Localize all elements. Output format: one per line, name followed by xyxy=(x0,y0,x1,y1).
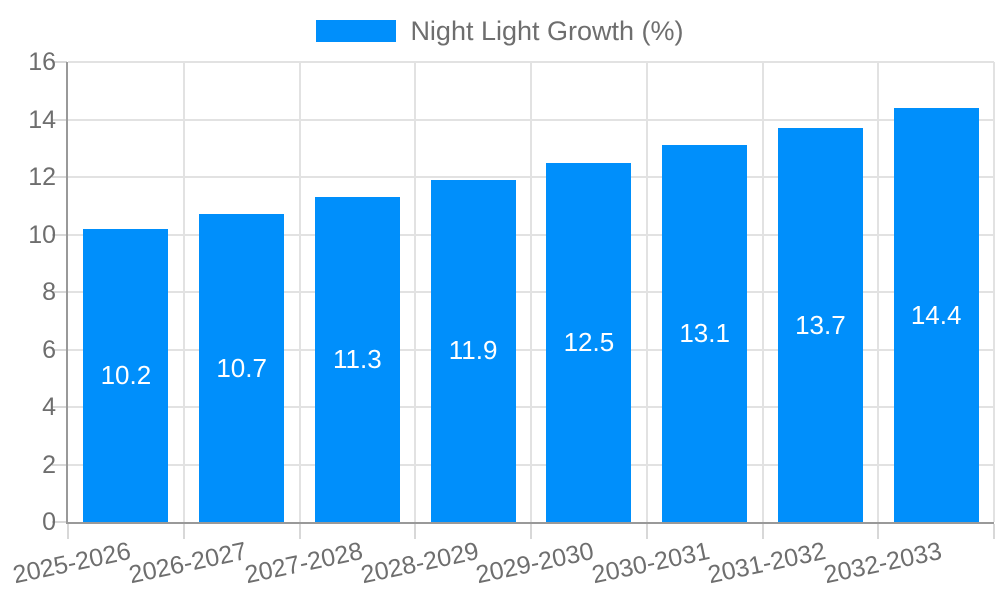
x-tick-mark xyxy=(182,524,185,539)
x-axis-tick-label: 2028-2029 xyxy=(357,537,481,590)
bar[interactable]: 13.1 xyxy=(662,145,748,522)
x-tick-mark xyxy=(645,524,648,539)
bar[interactable]: 14.4 xyxy=(893,108,979,522)
y-axis-tick-label: 2 xyxy=(42,450,56,479)
x-axis-tick-label: 2031-2032 xyxy=(705,537,828,590)
legend-item-night-light-growth[interactable]: Night Light Growth (%) xyxy=(316,16,684,46)
y-axis-line xyxy=(66,62,68,524)
y-tick-mark xyxy=(52,176,67,178)
x-tick-mark xyxy=(530,524,532,539)
y-tick-mark xyxy=(52,291,67,293)
gridline-vertical xyxy=(761,62,764,522)
gridline-vertical xyxy=(993,62,995,522)
y-tick-mark xyxy=(52,463,67,466)
gridline-vertical xyxy=(414,62,417,522)
x-axis-tick-label: 2026-2027 xyxy=(126,537,250,590)
legend-label: Night Light Growth (%) xyxy=(410,16,684,46)
x-axis-tick-label: 2025-2026 xyxy=(10,537,134,590)
x-tick-mark xyxy=(877,524,880,539)
bar[interactable]: 13.7 xyxy=(777,128,863,522)
bar-value-label: 14.4 xyxy=(910,299,962,330)
y-axis-tick-label: 4 xyxy=(42,393,56,421)
y-tick-mark xyxy=(52,406,67,408)
x-axis-tick-label: 2027-2028 xyxy=(242,537,365,590)
bar[interactable]: 10.7 xyxy=(199,214,285,522)
x-tick-mark xyxy=(414,524,417,539)
y-axis-tick-label: 0 xyxy=(42,508,56,536)
y-tick-mark xyxy=(52,521,67,523)
x-axis-tick-label: 2032-2033 xyxy=(820,537,944,590)
legend-swatch xyxy=(316,20,397,42)
x-tick-mark xyxy=(993,524,995,539)
x-tick-mark xyxy=(298,524,301,539)
gridline-vertical xyxy=(877,62,880,522)
bar[interactable]: 11.9 xyxy=(430,179,516,522)
legend: Night Light Growth (%) xyxy=(0,17,1000,45)
y-axis-tick-label: 6 xyxy=(42,335,56,364)
y-tick-mark xyxy=(52,348,67,351)
gridline-vertical xyxy=(182,62,185,522)
x-axis-line xyxy=(66,522,994,524)
x-axis-tick-label: 2030-2031 xyxy=(589,537,713,590)
bar-value-label: 10.7 xyxy=(216,352,267,383)
x-axis-tick-label: 2029-2030 xyxy=(473,537,597,590)
gridline-vertical xyxy=(298,62,301,522)
y-axis-tick-label: 16 xyxy=(28,48,56,76)
x-tick-mark xyxy=(761,524,764,539)
gridline-vertical xyxy=(530,62,532,522)
bar-value-label: 12.5 xyxy=(563,326,615,357)
bar-value-label: 11.3 xyxy=(333,344,382,375)
y-tick-mark xyxy=(52,233,67,236)
bar[interactable]: 12.5 xyxy=(546,162,632,522)
bar-value-label: 11.9 xyxy=(448,335,498,366)
bar-value-label: 10.2 xyxy=(100,359,152,390)
x-tick-mark xyxy=(67,524,69,539)
y-tick-mark xyxy=(52,61,67,63)
bar-value-label: 13.1 xyxy=(679,318,730,349)
y-axis-tick-label: 14 xyxy=(28,105,56,134)
bar-value-label: 13.7 xyxy=(795,309,846,340)
bar[interactable]: 11.3 xyxy=(314,197,400,522)
y-axis-tick-label: 8 xyxy=(42,278,56,306)
bar[interactable]: 10.2 xyxy=(83,228,169,522)
y-axis-tick-label: 10 xyxy=(28,220,56,249)
y-axis-tick-label: 12 xyxy=(28,163,56,191)
gridline-vertical xyxy=(645,62,648,522)
y-tick-mark xyxy=(52,118,67,121)
